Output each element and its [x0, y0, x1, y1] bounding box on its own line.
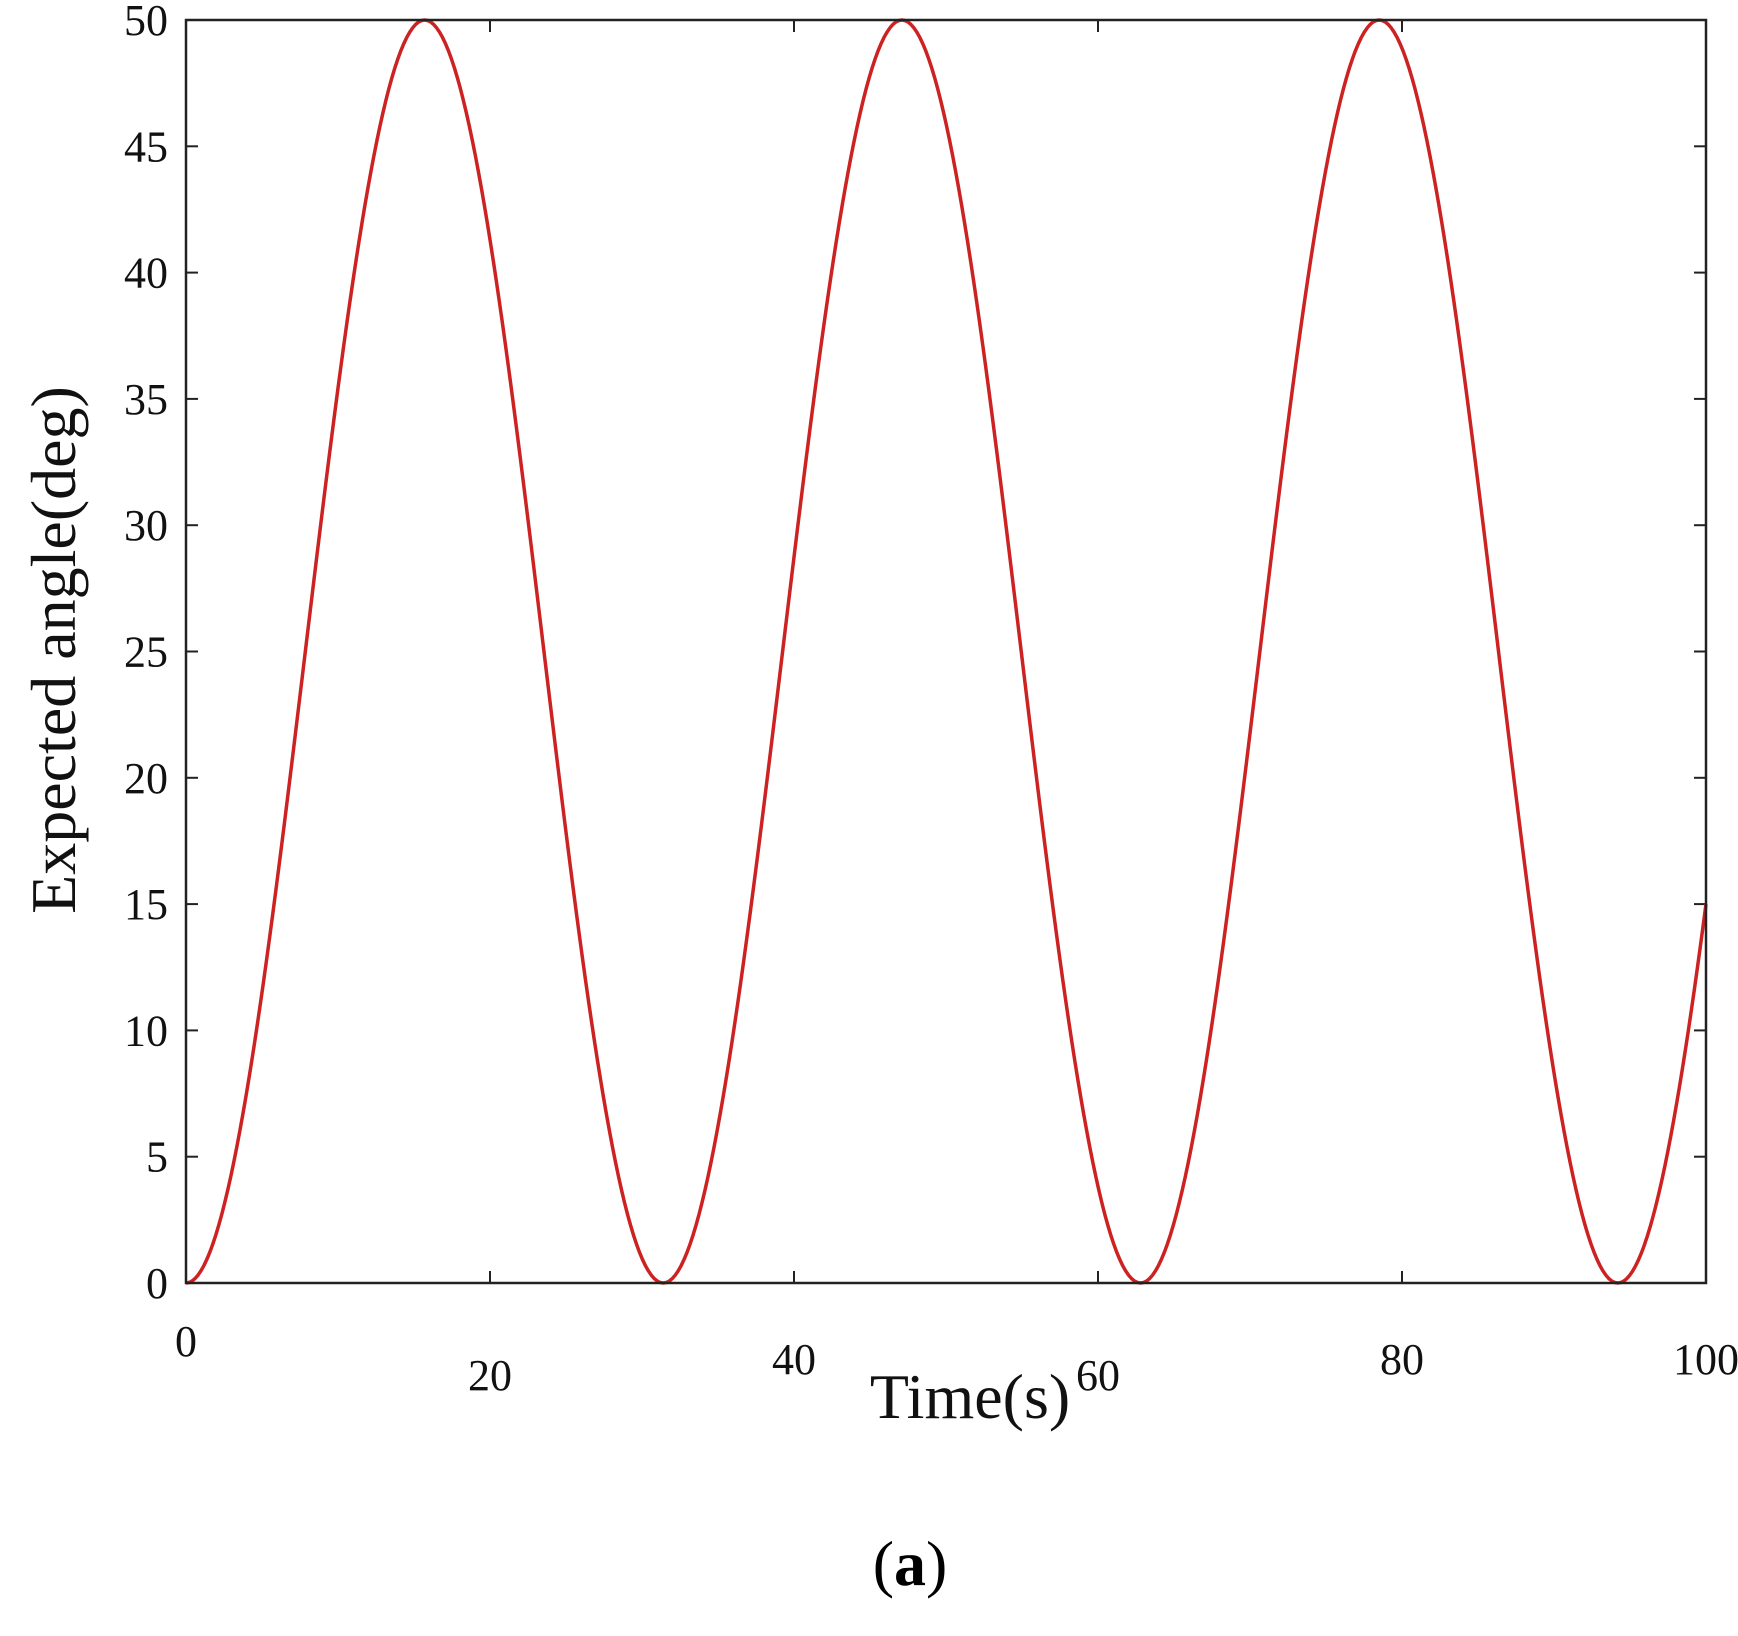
- x-tick-label: 20: [468, 1351, 512, 1400]
- tick-marks: [185, 19, 1707, 1284]
- x-tick-label: 60: [1076, 1351, 1120, 1400]
- y-tick-label: 10: [124, 1006, 168, 1055]
- panel-label-letter: a: [894, 1528, 926, 1599]
- x-tick-label: 0: [175, 1317, 197, 1366]
- y-tick-label: 5: [146, 1133, 168, 1182]
- y-tick-label: 35: [124, 375, 168, 424]
- x-tick-label: 80: [1380, 1335, 1424, 1384]
- panel-label-open: (: [873, 1528, 894, 1599]
- y-tick-label: 20: [124, 754, 168, 803]
- y-tick-label: 0: [146, 1259, 168, 1308]
- y-axis-label: Expected angle(deg): [18, 386, 89, 914]
- x-tick-label: 100: [1673, 1335, 1738, 1384]
- y-tick-label: 40: [124, 249, 168, 298]
- plot-frame: [184, 18, 1708, 1285]
- y-tick-label: 30: [124, 501, 168, 550]
- y-tick-labels: 0 5 10 15 20 25 30 35 40 45 50: [124, 0, 168, 1308]
- x-axis-label: Time(s): [870, 1361, 1070, 1432]
- panel-label-close: ): [926, 1528, 947, 1599]
- y-tick-label: 15: [124, 880, 168, 929]
- y-tick-label: 50: [124, 0, 168, 45]
- y-tick-label: 25: [124, 628, 168, 677]
- series-line-expected-angle: [185, 18, 1708, 1285]
- x-tick-labels: 0 20 40 60 80 100: [175, 1317, 1738, 1400]
- y-tick-label: 45: [124, 122, 168, 171]
- panel-label: (a): [873, 1528, 948, 1599]
- x-tick-label: 40: [772, 1335, 816, 1384]
